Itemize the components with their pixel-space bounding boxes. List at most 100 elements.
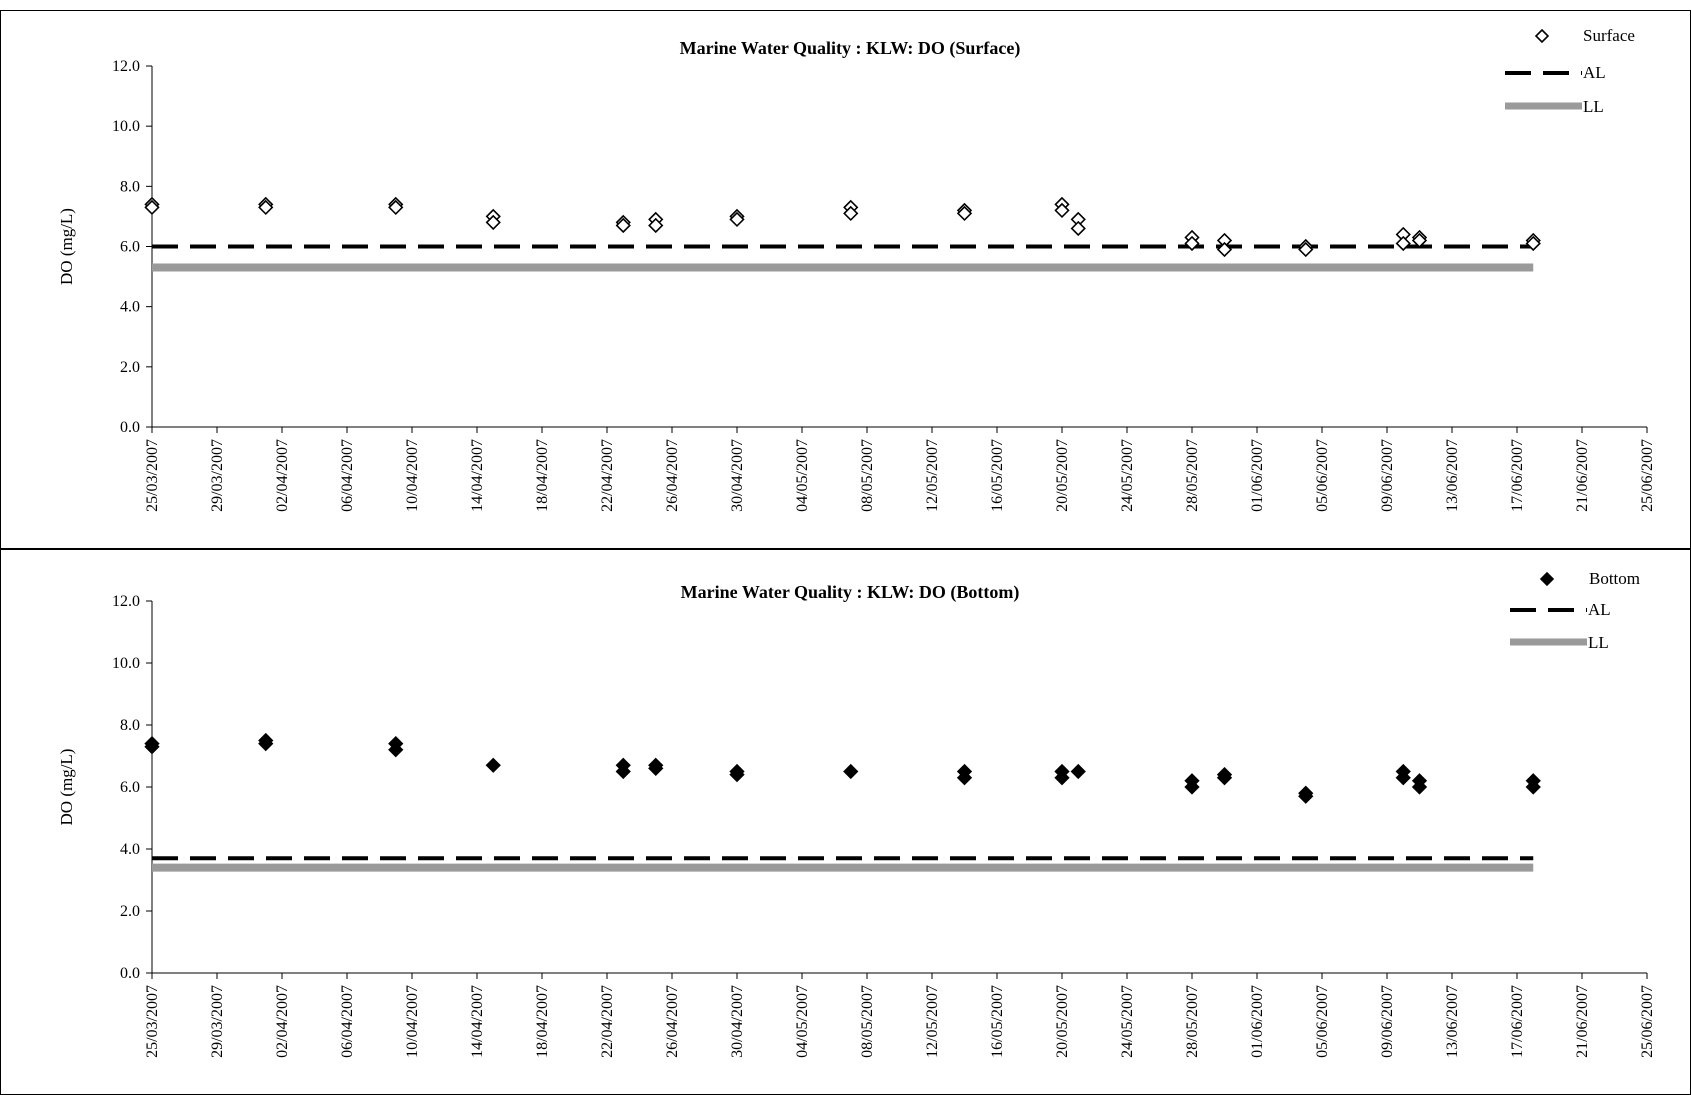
- y-tick-label: 2.0: [120, 359, 140, 376]
- x-tick-label: 05/06/2007: [1314, 985, 1331, 1058]
- x-tick-label: 28/05/2007: [1184, 985, 1201, 1058]
- data-point: [1411, 779, 1428, 795]
- x-tick-label: 08/05/2007: [859, 439, 876, 512]
- x-tick-label: 28/05/2007: [1184, 439, 1201, 512]
- data-point: [388, 742, 404, 758]
- surface-do-chart: Marine Water Quality : KLW: DO (Surface)…: [0, 10, 1691, 549]
- data-point: [485, 214, 501, 231]
- x-tick-label: 26/04/2007: [664, 985, 681, 1058]
- data-point: [648, 760, 664, 777]
- x-tick-label: 25/03/2007: [144, 985, 161, 1058]
- x-tick-label: 02/04/2007: [274, 439, 291, 512]
- data-point: [843, 763, 859, 780]
- y-tick-label: 0.0: [120, 965, 140, 982]
- y-tick-label: 0.0: [120, 419, 140, 436]
- y-tick-label: 8.0: [120, 717, 140, 734]
- data-point: [729, 211, 745, 228]
- x-tick-label: 20/05/2007: [1054, 439, 1071, 512]
- x-tick-label: 21/06/2007: [1574, 985, 1591, 1058]
- chart-title: Marine Water Quality : KLW: DO (Surface): [680, 38, 1021, 59]
- data-point: [648, 217, 664, 234]
- data-point: [1395, 235, 1411, 252]
- x-tick-label: 04/05/2007: [794, 439, 811, 512]
- chart-border: [0, 549, 1691, 1095]
- x-tick-label: 12/05/2007: [924, 439, 941, 512]
- x-tick-label: 20/05/2007: [1054, 985, 1071, 1058]
- y-tick-label: 2.0: [120, 903, 140, 920]
- data-point: [956, 770, 973, 786]
- x-tick-label: 08/05/2007: [859, 985, 876, 1058]
- data-point: [388, 199, 404, 216]
- legend-label: LL: [1583, 97, 1604, 116]
- legend-marker: [1534, 28, 1550, 44]
- x-tick-label: 26/04/2007: [664, 439, 681, 512]
- x-tick-label: 10/04/2007: [404, 439, 421, 512]
- x-tick-label: 25/03/2007: [144, 439, 161, 512]
- data-point: [1184, 779, 1200, 795]
- x-tick-label: 29/03/2007: [209, 985, 226, 1058]
- legend-label: LL: [1588, 633, 1609, 652]
- x-tick-label: 25/06/2007: [1639, 985, 1656, 1058]
- x-tick-label: 25/06/2007: [1639, 439, 1656, 512]
- x-tick-label: 21/06/2007: [1574, 439, 1591, 512]
- x-tick-label: 24/05/2007: [1119, 439, 1136, 512]
- x-tick-label: 14/04/2007: [469, 439, 486, 512]
- x-tick-label: 24/05/2007: [1119, 985, 1136, 1058]
- data-point: [1070, 763, 1086, 780]
- data-point: [1216, 770, 1233, 786]
- y-tick-label: 12.0: [112, 58, 140, 75]
- legend-label: Surface: [1583, 26, 1635, 45]
- y-axis-label: DO (mg/L): [57, 749, 76, 826]
- x-tick-label: 09/06/2007: [1379, 985, 1396, 1058]
- data-point: [1411, 232, 1428, 249]
- legend-marker: [1539, 571, 1555, 587]
- data-point: [144, 739, 160, 755]
- x-tick-label: 04/05/2007: [794, 985, 811, 1058]
- x-tick-label: 14/04/2007: [469, 985, 486, 1058]
- data-point: [1525, 779, 1541, 795]
- x-tick-label: 17/06/2007: [1509, 985, 1526, 1058]
- data-point: [1525, 235, 1541, 252]
- legend-label: Bottom: [1589, 569, 1640, 588]
- x-tick-label: 16/05/2007: [989, 985, 1006, 1058]
- x-tick-label: 10/04/2007: [404, 985, 421, 1058]
- data-point: [1298, 788, 1314, 804]
- x-tick-label: 22/04/2007: [599, 985, 616, 1058]
- y-tick-label: 4.0: [120, 841, 140, 858]
- legend-label: AL: [1588, 600, 1611, 619]
- x-tick-label: 17/06/2007: [1509, 439, 1526, 512]
- x-tick-label: 12/05/2007: [924, 985, 941, 1058]
- data-point: [144, 199, 160, 216]
- x-tick-label: 22/04/2007: [599, 439, 616, 512]
- data-point: [1395, 770, 1411, 786]
- y-tick-label: 8.0: [120, 178, 140, 195]
- data-point: [1070, 220, 1086, 237]
- data-point: [615, 217, 631, 234]
- x-tick-label: 30/04/2007: [729, 439, 746, 512]
- x-tick-label: 18/04/2007: [534, 439, 551, 512]
- data-point: [1054, 770, 1070, 786]
- x-tick-label: 13/06/2007: [1444, 439, 1461, 512]
- y-tick-label: 4.0: [120, 299, 140, 316]
- x-tick-label: 13/06/2007: [1444, 985, 1461, 1058]
- y-tick-label: 6.0: [120, 239, 140, 256]
- legend-label: AL: [1583, 63, 1606, 82]
- data-point: [1216, 241, 1233, 258]
- x-tick-label: 06/04/2007: [339, 985, 356, 1058]
- x-tick-label: 05/06/2007: [1314, 439, 1331, 512]
- data-point: [258, 735, 274, 752]
- data-point: [615, 763, 631, 780]
- x-tick-label: 01/06/2007: [1249, 439, 1266, 512]
- x-tick-label: 06/04/2007: [339, 439, 356, 512]
- data-point: [485, 757, 501, 773]
- data-point: [1184, 235, 1200, 252]
- x-tick-label: 01/06/2007: [1249, 985, 1266, 1058]
- bottom-do-chart: Marine Water Quality : KLW: DO (Bottom) 0…: [0, 549, 1691, 1095]
- x-tick-label: 30/04/2007: [729, 985, 746, 1058]
- y-tick-label: 12.0: [112, 593, 140, 610]
- data-point: [843, 205, 859, 222]
- data-point: [956, 205, 973, 222]
- x-tick-label: 02/04/2007: [274, 985, 291, 1058]
- data-point: [729, 766, 745, 783]
